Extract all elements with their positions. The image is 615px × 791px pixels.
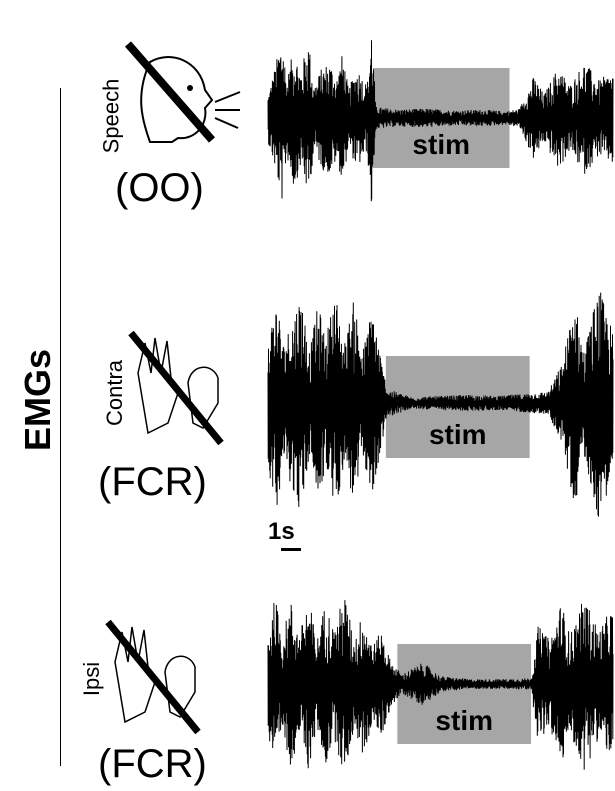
scale-bar-label: 1s — [268, 518, 295, 545]
stim-label-2: stim — [429, 419, 487, 450]
panel-1-condition-wrap: Speech — [74, 79, 134, 154]
side-title-rule — [60, 88, 61, 766]
emg-trace-2 — [267, 292, 614, 517]
stim-label-1: stim — [412, 129, 470, 160]
panel-2-condition-label: Contra — [102, 359, 128, 427]
hand-gesture-icon-2 — [128, 330, 224, 446]
hand-gesture-icon-3 — [105, 619, 201, 735]
panel-1-condition-label: Speech — [98, 78, 124, 154]
speaking-face-icon-1 — [124, 41, 241, 143]
emg-trace-3 — [267, 600, 614, 770]
panel-2-condition-wrap: Contra — [82, 360, 142, 426]
panel-3-condition-label: Ipsi — [79, 661, 104, 697]
panel-1-muscle-label: (OO) — [115, 166, 204, 210]
panel-3-condition-wrap: Ipsi — [62, 662, 122, 696]
emg-trace-1 — [267, 40, 614, 202]
panel-2-muscle-label: (FCR) — [98, 460, 207, 504]
stim-label-3: stim — [435, 705, 493, 736]
scale-bar — [281, 548, 301, 551]
panel-3-muscle-label: (FCR) — [98, 742, 207, 786]
